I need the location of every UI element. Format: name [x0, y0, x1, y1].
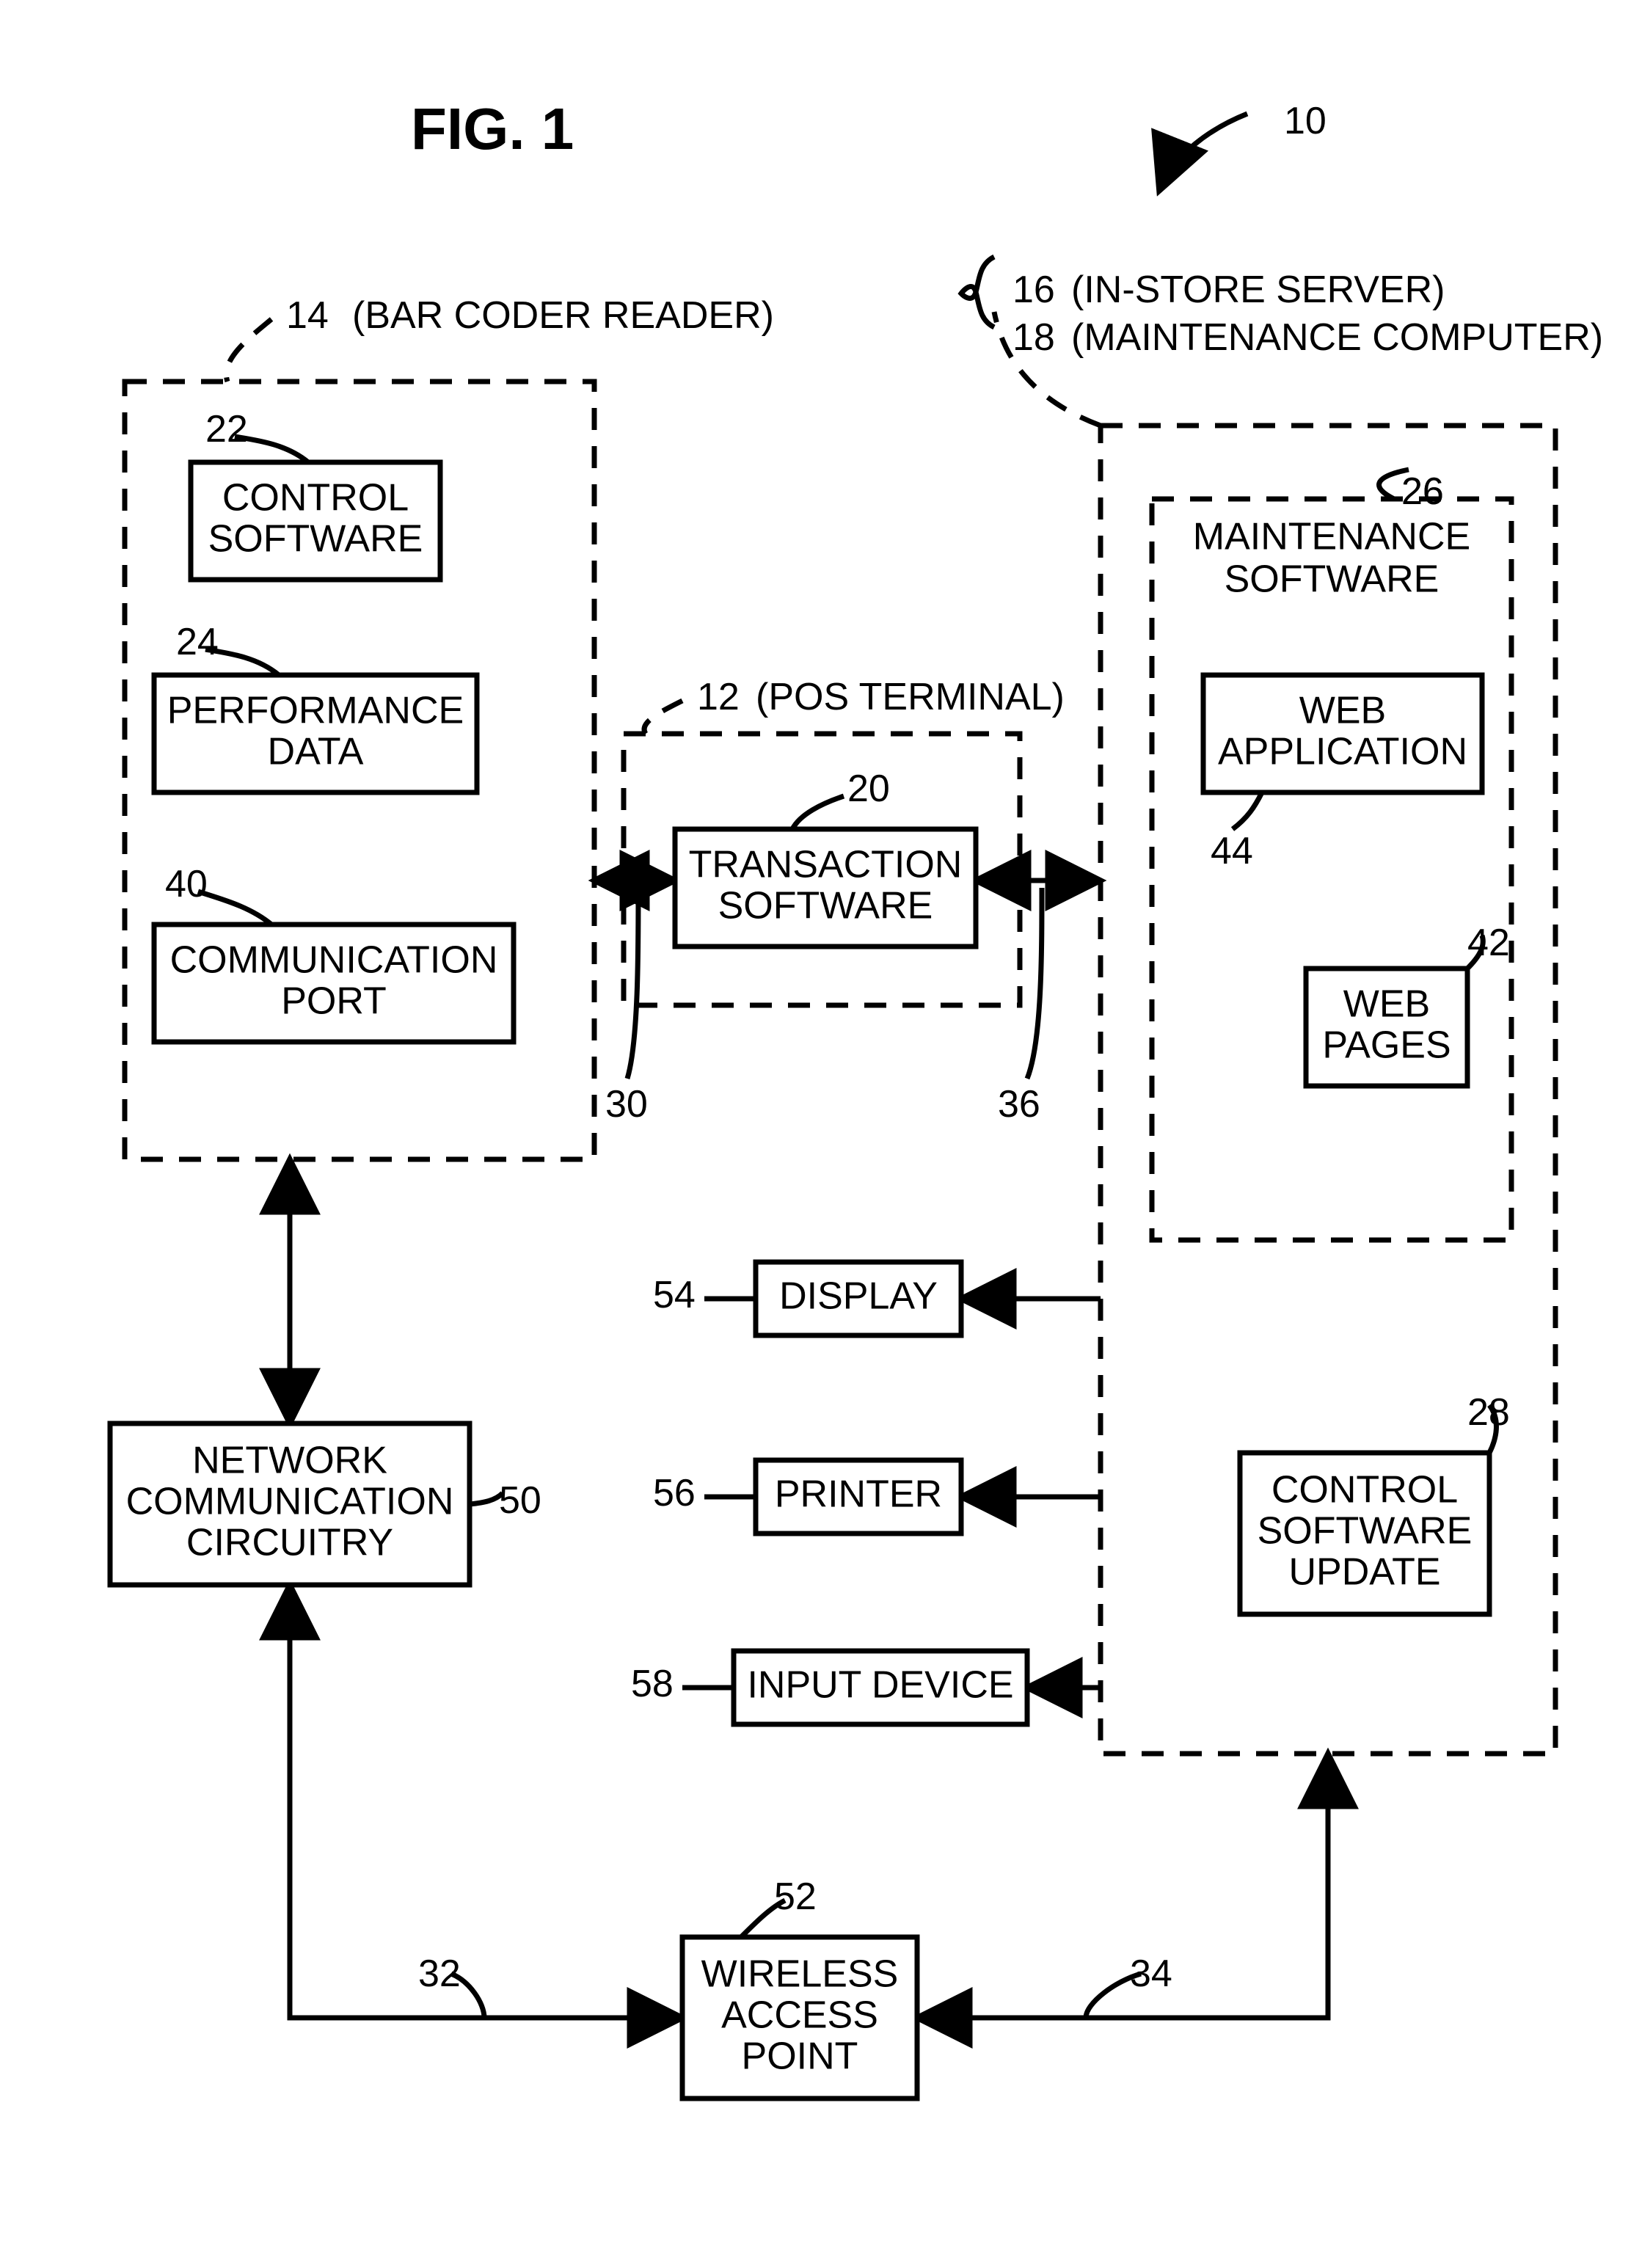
- callout-co30: [627, 888, 638, 1079]
- diagram-canvas: FIG. 1 MAINTENANCESOFTWARE CONTROLSOFTWA…: [0, 0, 1631, 2268]
- box-text-transaction_software: TRANSACTION: [689, 844, 963, 886]
- ref-18: 18: [1012, 316, 1055, 360]
- box-text-control_software_update: CONTROL: [1271, 1469, 1458, 1512]
- ref-30: 30: [605, 1082, 648, 1126]
- label-pos_terminal: (POS TERMINAL): [756, 675, 1065, 719]
- box-text-network_comm_circuitry: COMMUNICATION: [126, 1481, 454, 1523]
- box-text-control_software: CONTROL: [222, 477, 409, 519]
- box-text-printer: PRINTER: [775, 1473, 942, 1516]
- box-text-display: DISPLAY: [779, 1275, 938, 1318]
- ref-12: 12: [697, 675, 740, 719]
- callout-brace16_18: [961, 257, 994, 327]
- ref-26: 26: [1401, 470, 1444, 514]
- ref-16: 16: [1012, 268, 1055, 312]
- box-text-performance_data: PERFORMANCE: [167, 690, 464, 732]
- box-text-control_software_update: UPDATE: [1288, 1551, 1440, 1594]
- callout-co50: [470, 1493, 503, 1504]
- box-text-web_pages: PAGES: [1322, 1024, 1451, 1067]
- box-text-performance_data: DATA: [268, 731, 364, 773]
- callout-co20: [792, 796, 844, 829]
- callout-co14: [226, 319, 271, 382]
- ref-36: 36: [998, 1082, 1040, 1126]
- ref-20: 20: [847, 767, 890, 811]
- box-text-communication_port: COMMUNICATION: [170, 939, 498, 982]
- ref-14: 14: [286, 293, 329, 338]
- group-label-maintenance_software: SOFTWARE: [1225, 558, 1440, 601]
- ref-42: 42: [1467, 921, 1510, 965]
- callout-co36: [1027, 888, 1042, 1079]
- ref-56: 56: [653, 1471, 696, 1515]
- box-text-control_software: SOFTWARE: [208, 518, 423, 561]
- box-text-network_comm_circuitry: CIRCUITRY: [186, 1522, 393, 1564]
- box-text-transaction_software: SOFTWARE: [718, 885, 933, 927]
- box-text-control_software_update: SOFTWARE: [1258, 1510, 1473, 1553]
- callout-co40: [198, 891, 271, 925]
- ref-10: 10: [1284, 99, 1327, 143]
- ref-34: 34: [1130, 1952, 1172, 1996]
- box-text-network_comm_circuitry: NETWORK: [192, 1440, 387, 1482]
- ref-40: 40: [165, 862, 208, 906]
- ref-52: 52: [774, 1875, 817, 1919]
- group-maintenance_software: [1152, 499, 1511, 1240]
- ref-58: 58: [631, 1662, 674, 1706]
- ref-44: 44: [1211, 829, 1253, 873]
- callout-co12: [644, 701, 682, 734]
- label-16: (IN-STORE SERVER): [1071, 268, 1445, 312]
- box-text-communication_port: PORT: [281, 980, 387, 1023]
- ref-32: 32: [418, 1952, 461, 1996]
- ref-50: 50: [499, 1478, 541, 1523]
- box-text-wireless_access_point: ACCESS: [721, 1994, 878, 2037]
- box-text-input_device: INPUT DEVICE: [747, 1664, 1013, 1707]
- ref-54: 54: [653, 1273, 696, 1317]
- box-text-web_application: WEB: [1299, 690, 1386, 732]
- group-label-maintenance_software: MAINTENANCE: [1193, 516, 1470, 558]
- callout-co10: [1159, 114, 1247, 191]
- label-bar_coder_reader: (BAR CODER READER): [352, 293, 774, 338]
- box-text-wireless_access_point: POINT: [742, 2035, 858, 2078]
- callout-co44: [1233, 792, 1262, 829]
- box-text-web_application: APPLICATION: [1218, 731, 1467, 773]
- label-18: (MAINTENANCE COMPUTER): [1071, 316, 1603, 360]
- ref-22: 22: [205, 407, 248, 451]
- conn-c_50_52: [290, 1585, 682, 2018]
- box-text-web_pages: WEB: [1343, 983, 1430, 1026]
- ref-28: 28: [1467, 1390, 1510, 1434]
- box-text-wireless_access_point: WIRELESS: [701, 1953, 899, 1996]
- ref-24: 24: [176, 620, 219, 664]
